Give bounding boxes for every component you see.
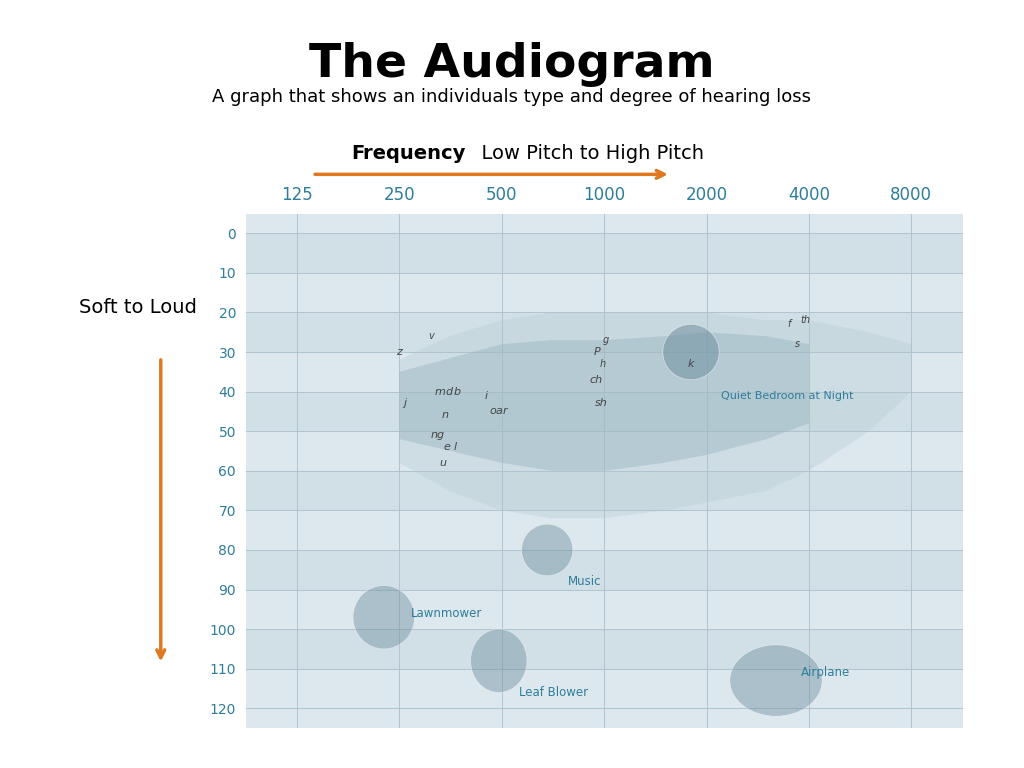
Bar bbox=[246, 550, 963, 590]
Text: a: a bbox=[496, 406, 502, 416]
Text: ch: ch bbox=[589, 375, 602, 385]
Ellipse shape bbox=[471, 629, 527, 693]
Text: l: l bbox=[454, 442, 457, 452]
Text: Frequency: Frequency bbox=[351, 144, 466, 163]
Bar bbox=[246, 313, 963, 352]
Text: Quiet Bedroom at Night: Quiet Bedroom at Night bbox=[721, 391, 853, 401]
Text: e: e bbox=[443, 442, 451, 452]
Text: Low Pitch to High Pitch: Low Pitch to High Pitch bbox=[469, 144, 703, 163]
Text: u: u bbox=[439, 458, 446, 468]
Text: k: k bbox=[688, 359, 694, 369]
Ellipse shape bbox=[521, 525, 572, 576]
Text: s: s bbox=[795, 339, 800, 349]
Text: ng: ng bbox=[431, 430, 445, 440]
Bar bbox=[246, 629, 963, 669]
Text: Lawnmower: Lawnmower bbox=[411, 607, 482, 620]
Text: h: h bbox=[600, 359, 606, 369]
Bar bbox=[246, 233, 963, 273]
Polygon shape bbox=[399, 333, 809, 471]
Text: m: m bbox=[435, 386, 445, 396]
Text: g: g bbox=[602, 335, 608, 345]
Text: v: v bbox=[428, 331, 434, 341]
Text: sh: sh bbox=[595, 399, 607, 409]
Text: f: f bbox=[787, 319, 791, 329]
Text: z: z bbox=[396, 347, 402, 357]
Ellipse shape bbox=[353, 585, 415, 649]
Text: b: b bbox=[454, 386, 461, 396]
Text: j: j bbox=[403, 399, 407, 409]
Text: Music: Music bbox=[567, 575, 601, 588]
Text: Airplane: Airplane bbox=[802, 666, 851, 679]
Bar bbox=[246, 669, 963, 708]
Text: n: n bbox=[441, 410, 449, 420]
Ellipse shape bbox=[663, 324, 719, 379]
Text: A graph that shows an individuals type and degree of hearing loss: A graph that shows an individuals type a… bbox=[213, 88, 811, 106]
Text: P: P bbox=[593, 347, 600, 357]
Bar bbox=[246, 590, 963, 629]
Text: o: o bbox=[489, 406, 496, 416]
Bar bbox=[246, 511, 963, 550]
Polygon shape bbox=[399, 313, 911, 518]
Bar bbox=[246, 352, 963, 392]
Text: Leaf Blower: Leaf Blower bbox=[518, 686, 588, 699]
Text: Soft to Loud: Soft to Loud bbox=[79, 298, 198, 316]
Ellipse shape bbox=[730, 645, 822, 717]
Text: The Audiogram: The Audiogram bbox=[309, 42, 715, 88]
Text: th: th bbox=[800, 316, 810, 326]
Bar bbox=[246, 471, 963, 511]
Text: r: r bbox=[503, 406, 507, 416]
Bar bbox=[246, 431, 963, 471]
Bar bbox=[246, 273, 963, 313]
Bar bbox=[246, 392, 963, 431]
Text: i: i bbox=[484, 391, 487, 401]
Text: d: d bbox=[445, 386, 453, 396]
